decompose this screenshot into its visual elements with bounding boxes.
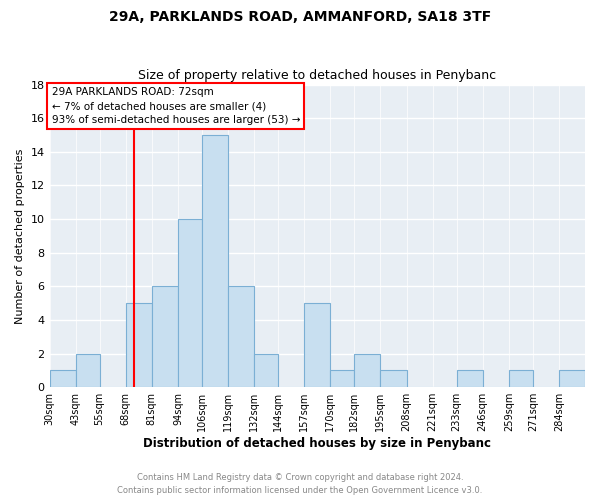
Bar (178, 219, 202, 387)
Bar (355, 354, 380, 387)
Bar (76, 354, 100, 387)
Text: Contains HM Land Registry data © Crown copyright and database right 2024.
Contai: Contains HM Land Registry data © Crown c… (118, 473, 482, 495)
Bar (50, 370, 76, 387)
Text: 29A PARKLANDS ROAD: 72sqm
← 7% of detached houses are smaller (4)
93% of semi-de: 29A PARKLANDS ROAD: 72sqm ← 7% of detach… (52, 87, 300, 125)
Bar (331, 370, 355, 387)
Bar (126, 303, 152, 387)
Bar (559, 370, 585, 387)
Bar (380, 370, 407, 387)
Bar (254, 354, 278, 387)
Bar (457, 370, 483, 387)
Y-axis label: Number of detached properties: Number of detached properties (15, 148, 25, 324)
Bar (228, 286, 254, 387)
Bar (152, 286, 178, 387)
Bar (509, 370, 533, 387)
Text: 29A, PARKLANDS ROAD, AMMANFORD, SA18 3TF: 29A, PARKLANDS ROAD, AMMANFORD, SA18 3TF (109, 10, 491, 24)
Title: Size of property relative to detached houses in Penybanc: Size of property relative to detached ho… (138, 69, 496, 82)
Bar (304, 303, 331, 387)
X-axis label: Distribution of detached houses by size in Penybanc: Distribution of detached houses by size … (143, 437, 491, 450)
Bar (202, 135, 228, 387)
